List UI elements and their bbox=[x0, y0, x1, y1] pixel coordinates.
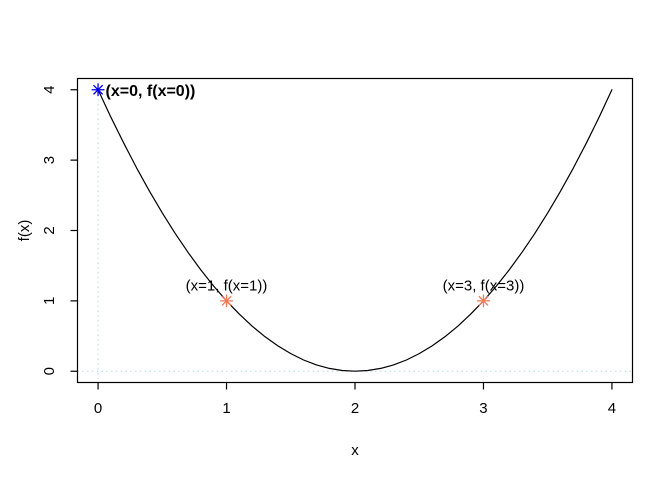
data-points bbox=[91, 83, 490, 308]
point-label: (x=1, f(x=1)) bbox=[186, 277, 268, 294]
y-tick-label: 3 bbox=[41, 156, 58, 164]
y-tick-label: 4 bbox=[41, 86, 58, 94]
function-curve bbox=[97, 89, 613, 372]
x-tick-label: 4 bbox=[608, 400, 616, 417]
y-axis-title: f(x) bbox=[16, 220, 33, 242]
point-marker-asterisk-icon bbox=[477, 294, 490, 308]
curve-path bbox=[97, 89, 613, 372]
x-tick-label: 1 bbox=[222, 400, 230, 417]
x-tick-label: 3 bbox=[479, 400, 487, 417]
marker-arm bbox=[92, 84, 104, 95]
y-axis: 0 1 2 3 4 bbox=[41, 86, 78, 375]
y-tick-label: 2 bbox=[41, 226, 58, 234]
y-tick-label: 0 bbox=[41, 367, 58, 375]
plot-box bbox=[76, 77, 634, 384]
y-tick-label: 1 bbox=[41, 297, 58, 305]
x-tick-label: 2 bbox=[351, 400, 359, 417]
point-labels: (x=0, f(x=0)) (x=1, f(x=1)) (x=3, f(x=3)) bbox=[106, 83, 525, 295]
x-axis: 0 1 2 3 4 bbox=[94, 382, 616, 417]
point-marker-asterisk-icon bbox=[220, 294, 233, 308]
point-label: (x=3, f(x=3)) bbox=[443, 277, 525, 294]
x-axis-title: x bbox=[351, 442, 359, 459]
marker-arm bbox=[478, 295, 489, 306]
marker-arm bbox=[221, 295, 232, 306]
point-label: (x=0, f(x=0)) bbox=[106, 83, 196, 100]
guide-lines bbox=[77, 89, 633, 383]
x-tick-label: 0 bbox=[94, 400, 102, 417]
plot-border bbox=[76, 77, 634, 384]
point-marker-asterisk-icon bbox=[91, 83, 105, 97]
